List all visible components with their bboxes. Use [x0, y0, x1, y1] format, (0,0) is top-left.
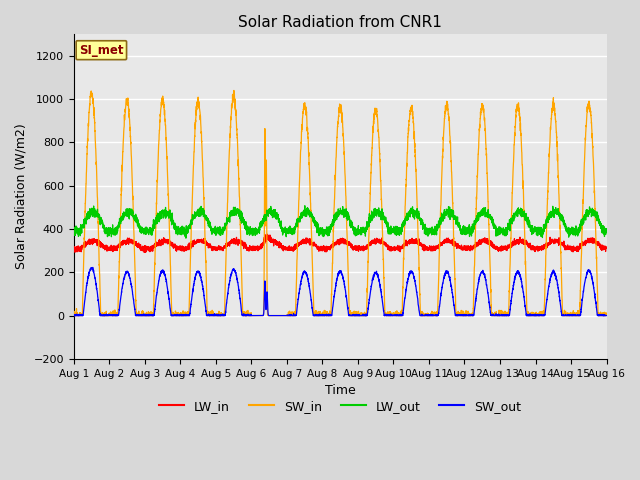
X-axis label: Time: Time	[324, 384, 356, 397]
Text: SI_met: SI_met	[79, 44, 124, 57]
Legend: LW_in, SW_in, LW_out, SW_out: LW_in, SW_in, LW_out, SW_out	[154, 395, 526, 418]
Title: Solar Radiation from CNR1: Solar Radiation from CNR1	[238, 15, 442, 30]
Y-axis label: Solar Radiation (W/m2): Solar Radiation (W/m2)	[15, 123, 28, 269]
